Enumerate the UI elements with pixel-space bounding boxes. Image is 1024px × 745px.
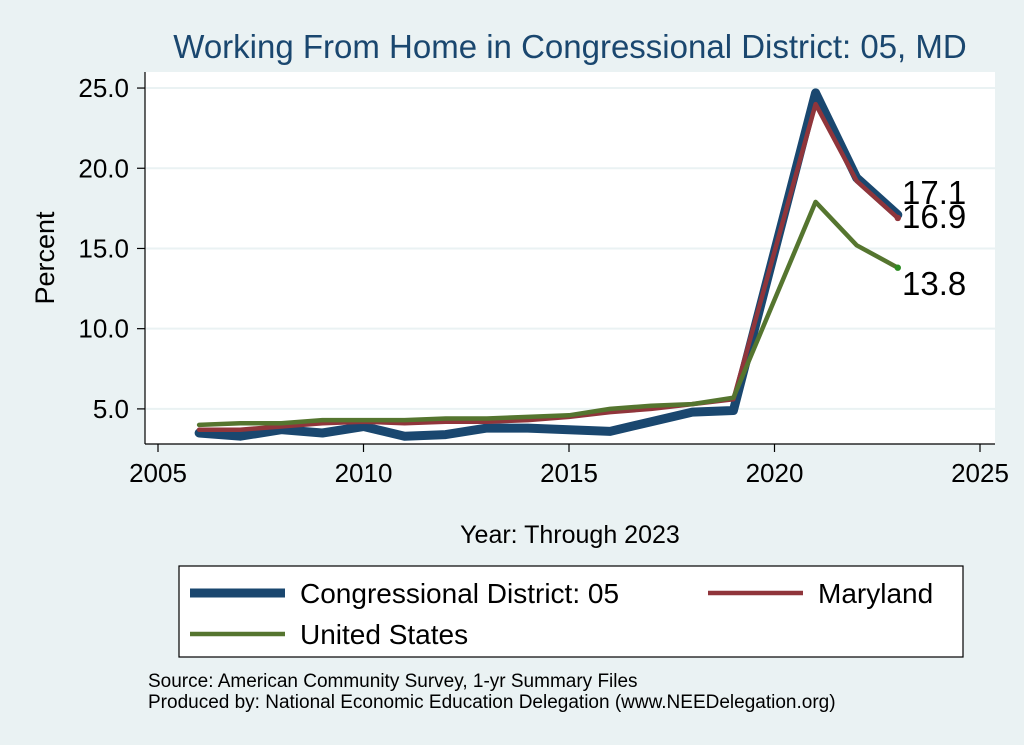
series-line-1 (196, 101, 901, 432)
y-tick-label: 20.0 (78, 153, 129, 183)
x-ticks: 2005 2010 2015 2020 2025 (129, 444, 1009, 488)
y-tick-label: 15.0 (78, 233, 129, 263)
produced-by-note: Produced by: National Economic Education… (148, 692, 836, 713)
y-ticks: 5.0 10.0 15.0 20.0 25.0 (78, 73, 145, 424)
y-tick-label: 10.0 (78, 314, 129, 344)
series-line-2 (196, 199, 901, 428)
x-tick-label: 2015 (540, 458, 598, 488)
legend-box (178, 565, 964, 658)
x-tick-label: 2005 (129, 458, 187, 488)
end-value-label: 17.1 (902, 174, 966, 211)
end-labels: 17.116.9 13.8 (902, 174, 966, 302)
x-tick-label: 2010 (335, 458, 393, 488)
legend-label: United States (300, 619, 468, 650)
line-chart: Working From Home in Congressional Distr… (30, 28, 1009, 658)
x-axis-label: Year: Through 2023 (460, 521, 680, 549)
legend-label: Maryland (818, 578, 933, 609)
series-lines (194, 88, 903, 441)
y-tick-label: 5.0 (93, 394, 129, 424)
legend: Congressional District: 05 Maryland United… (178, 565, 964, 658)
source-note: Source: American Community Survey, 1-yr … (148, 671, 638, 692)
y-tick-label: 25.0 (78, 73, 129, 103)
plot-background (145, 72, 995, 444)
end-value-label: 16.9 (902, 198, 966, 235)
series-end-marker (894, 214, 901, 222)
end-value-label: 13.8 (902, 265, 966, 302)
y-axis-label: Percent (30, 211, 60, 305)
series-end-marker (894, 264, 901, 271)
x-tick-label: 2020 (746, 458, 804, 488)
x-tick-label: 2025 (951, 458, 1009, 488)
axes (144, 72, 995, 445)
chart-title: Working From Home in Congressional Distr… (173, 28, 966, 65)
chart-footer: Source: American Community Survey, 1-yr … (148, 671, 836, 713)
legend-label: Congressional District: 05 (300, 578, 619, 609)
